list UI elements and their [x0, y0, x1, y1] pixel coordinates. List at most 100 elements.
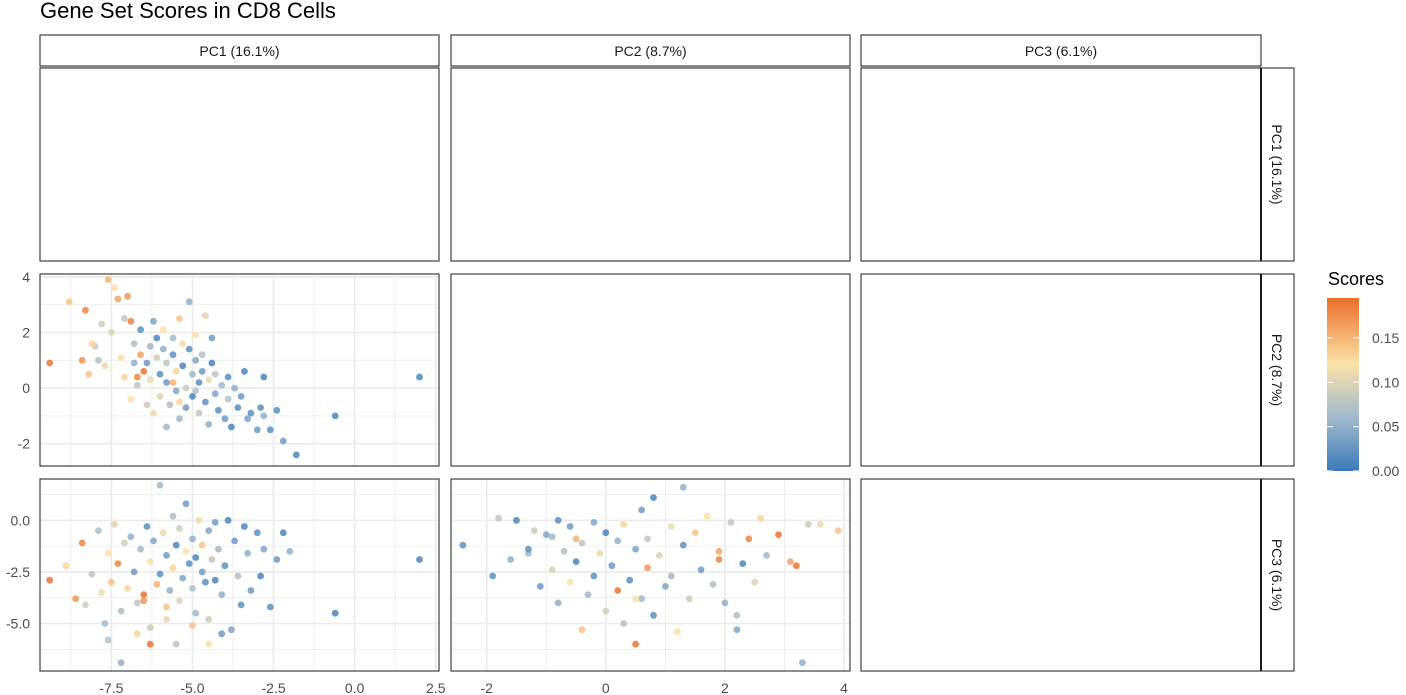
legend: Scores 0.00 0.05 0.10 0.15 — [1327, 269, 1399, 479]
scatter-point — [234, 572, 242, 580]
scatter-point — [117, 354, 125, 361]
scatter-point — [757, 514, 765, 522]
scatter-point — [192, 356, 200, 364]
scatter-point — [650, 611, 657, 619]
scatter-point — [584, 591, 592, 598]
scatter-point — [709, 580, 717, 588]
scatter-point — [673, 628, 681, 636]
panel-frame — [39, 273, 440, 467]
scatter-point — [224, 516, 232, 524]
scatter-point — [273, 556, 281, 563]
scatter-point — [244, 549, 252, 557]
scatter-point — [211, 390, 219, 398]
scatter-point — [638, 506, 645, 514]
scatter-point — [721, 599, 729, 607]
scatter-point — [133, 599, 141, 607]
scatter-point — [127, 533, 135, 541]
scatter-point — [548, 533, 556, 541]
scatter-point — [638, 595, 645, 603]
scatter-point — [602, 529, 610, 537]
scatter-point — [614, 537, 622, 545]
scatter-point — [172, 387, 180, 395]
scatter-point — [153, 580, 161, 588]
scatter-point — [279, 529, 287, 537]
x-tick-label: -2 — [481, 680, 494, 695]
scatter-point — [114, 560, 122, 567]
scatter-point — [804, 521, 812, 528]
scatter-point — [104, 636, 112, 644]
scatter-point — [133, 373, 141, 381]
scatter-point — [202, 312, 209, 320]
scatter-point — [489, 572, 497, 580]
strip-top-label: PC2 (8.7%) — [614, 43, 686, 59]
scatter-point — [195, 409, 203, 417]
scatter-point — [554, 516, 562, 524]
scatter-point — [662, 583, 669, 590]
scatter-point — [739, 560, 747, 567]
scatter-point — [88, 340, 96, 347]
strip-top — [450, 34, 851, 67]
scatter-point — [228, 423, 235, 431]
y-tick-label: -5.0 — [6, 616, 30, 632]
panel-frame — [860, 273, 1262, 467]
scatter-point — [679, 541, 687, 549]
strip-right-label: PC2 (8.7%) — [1269, 334, 1285, 406]
legend-tick-label: 0.00 — [1372, 463, 1399, 479]
strip-right — [1260, 273, 1295, 467]
scatter-point — [159, 326, 167, 334]
y-tick-label: 4 — [22, 269, 30, 285]
scatter-point — [163, 552, 170, 559]
scatter-point — [202, 398, 209, 406]
panel-frame — [450, 273, 851, 467]
scatter-point — [192, 554, 200, 561]
scatter-point — [120, 373, 128, 381]
scatter-point — [763, 552, 770, 559]
scatter-point — [560, 547, 568, 555]
scatter-point — [656, 552, 663, 559]
scatter-point — [104, 276, 112, 283]
legend-tick-label: 0.10 — [1372, 374, 1399, 390]
scatter-point — [176, 398, 183, 406]
scatter-point — [82, 306, 89, 314]
scatter-point — [525, 545, 532, 553]
tick-labels: -2 0 2 4 0.0 -2.5 -5.0 -7.5 -5.0 -2.5 0.0 2.5 -2 0 2 4 — [6, 269, 848, 695]
panel-frame — [860, 67, 1262, 262]
scatter-point — [163, 359, 170, 367]
scatter-point — [237, 601, 245, 609]
strip-top-label: PC3 (6.1%) — [1025, 43, 1097, 59]
scatter-point — [95, 527, 102, 534]
scatter-point — [513, 516, 520, 524]
x-tick-label: 0 — [602, 680, 610, 695]
scatter-point — [632, 640, 639, 648]
scatter-point — [253, 529, 261, 537]
scatter-point — [192, 387, 200, 395]
x-tick-label: 0.0 — [345, 680, 365, 695]
scatter-point — [179, 574, 187, 582]
scatter-point — [192, 609, 200, 617]
scatter-point — [185, 560, 193, 567]
scatter-point — [667, 523, 675, 530]
scatter-point — [221, 415, 229, 423]
scatter-point — [189, 393, 196, 400]
scatter-point — [172, 368, 180, 375]
scatter-point — [727, 519, 735, 526]
scatter-point — [331, 412, 339, 420]
scatter-point — [176, 525, 183, 532]
scatter-point — [156, 570, 164, 578]
scatter-point — [189, 622, 196, 629]
scatter-point — [146, 624, 154, 631]
scatter-point — [133, 381, 141, 389]
scatter-point — [169, 351, 177, 359]
x-tick-label: 2 — [721, 680, 729, 695]
facet-strips: PC1 (16.1%) PC2 (8.7%) PC3 (6.1%) PC1 (16.1… — [39, 34, 1295, 672]
scatter-point — [733, 611, 741, 619]
scatter-point — [218, 591, 226, 598]
x-tick-label: -7.5 — [99, 680, 123, 695]
scatter-point — [101, 620, 109, 627]
scatter-point — [241, 523, 248, 530]
scatter-point — [205, 616, 213, 623]
scatter-point — [111, 521, 118, 528]
scatter-point — [703, 512, 711, 520]
scatter-point — [536, 583, 544, 590]
scatter-point — [198, 568, 206, 576]
